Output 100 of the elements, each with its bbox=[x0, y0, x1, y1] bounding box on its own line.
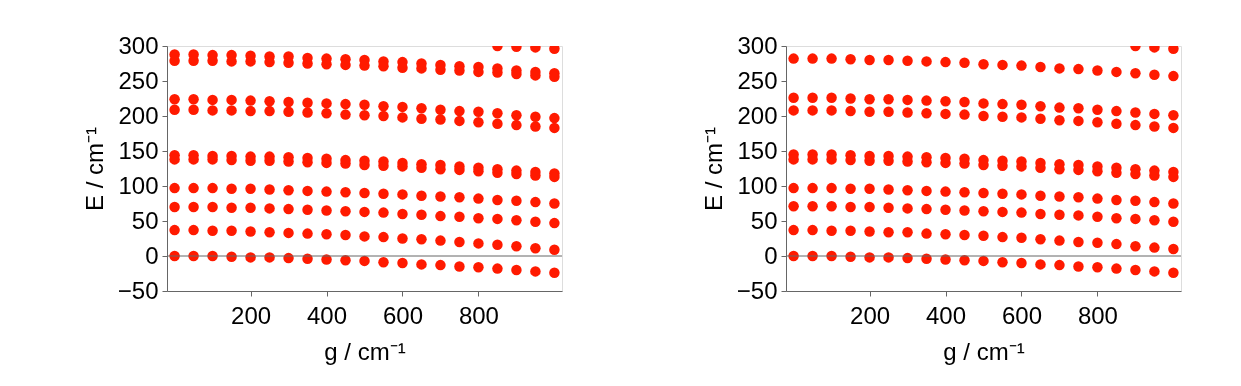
point bbox=[864, 54, 875, 66]
point bbox=[826, 201, 837, 212]
point bbox=[226, 183, 237, 195]
point bbox=[788, 201, 799, 212]
x-tick-label: 200 bbox=[231, 301, 272, 329]
point bbox=[1130, 107, 1141, 118]
point bbox=[1035, 233, 1046, 245]
point bbox=[1073, 210, 1084, 221]
point bbox=[788, 182, 799, 194]
point bbox=[807, 105, 818, 116]
point bbox=[435, 191, 446, 202]
point bbox=[1149, 215, 1160, 226]
point bbox=[997, 231, 1008, 243]
point bbox=[188, 93, 199, 105]
y-axis-title: E / cm⁻¹ bbox=[699, 127, 727, 211]
point bbox=[416, 103, 427, 114]
point bbox=[435, 235, 446, 246]
point bbox=[397, 257, 408, 269]
point bbox=[1016, 207, 1027, 218]
point bbox=[1073, 236, 1084, 248]
point bbox=[359, 99, 370, 111]
point bbox=[264, 226, 275, 238]
point bbox=[454, 115, 465, 127]
point bbox=[1054, 102, 1065, 113]
point bbox=[978, 58, 989, 70]
point bbox=[169, 182, 180, 194]
point bbox=[921, 185, 932, 197]
point bbox=[1130, 195, 1141, 206]
point bbox=[864, 226, 875, 237]
point bbox=[188, 201, 199, 213]
point bbox=[283, 106, 294, 118]
point bbox=[378, 110, 389, 122]
point bbox=[978, 230, 989, 241]
point bbox=[321, 98, 332, 109]
point bbox=[473, 193, 484, 204]
point bbox=[492, 239, 503, 251]
point bbox=[245, 183, 256, 195]
point bbox=[1016, 112, 1027, 123]
point bbox=[1054, 114, 1065, 126]
point bbox=[1092, 211, 1103, 223]
x-tick-label: 600 bbox=[382, 301, 423, 329]
point bbox=[264, 184, 275, 195]
point bbox=[416, 190, 427, 202]
point bbox=[359, 110, 370, 121]
point bbox=[359, 187, 370, 199]
x-axis-title: g / cm⁻¹ bbox=[324, 337, 406, 365]
point bbox=[1111, 212, 1122, 224]
point bbox=[1168, 198, 1179, 209]
point bbox=[530, 111, 541, 122]
point bbox=[359, 255, 370, 267]
point bbox=[454, 211, 465, 223]
x-tick-label: 800 bbox=[458, 301, 499, 329]
point bbox=[902, 94, 913, 106]
point bbox=[1035, 208, 1046, 220]
point bbox=[1168, 267, 1179, 279]
point bbox=[1035, 100, 1046, 112]
point bbox=[788, 224, 799, 236]
point bbox=[549, 244, 560, 255]
point bbox=[283, 227, 294, 239]
point bbox=[302, 228, 313, 239]
point bbox=[340, 109, 351, 120]
point bbox=[264, 203, 275, 214]
point bbox=[959, 229, 970, 241]
point bbox=[321, 229, 332, 240]
point bbox=[1016, 60, 1027, 71]
point bbox=[997, 59, 1008, 71]
y-tick-label: 200 bbox=[737, 101, 778, 129]
point bbox=[1016, 257, 1027, 269]
point bbox=[902, 226, 913, 238]
point bbox=[397, 112, 408, 123]
point bbox=[511, 110, 522, 121]
point bbox=[1092, 117, 1103, 128]
point bbox=[902, 184, 913, 196]
point bbox=[940, 96, 951, 107]
point bbox=[264, 105, 275, 117]
y-axis-title: E / cm⁻¹ bbox=[80, 127, 108, 211]
point bbox=[359, 231, 370, 242]
point bbox=[473, 238, 484, 249]
point bbox=[940, 56, 951, 68]
point bbox=[978, 187, 989, 199]
point bbox=[1016, 232, 1027, 244]
point bbox=[921, 107, 932, 119]
point bbox=[169, 201, 180, 213]
point bbox=[826, 182, 837, 194]
point bbox=[845, 93, 856, 104]
point bbox=[226, 225, 237, 237]
x-tick-label: 600 bbox=[1001, 301, 1042, 329]
point bbox=[864, 106, 875, 118]
point bbox=[283, 96, 294, 108]
point bbox=[921, 95, 932, 106]
point bbox=[473, 261, 484, 273]
point bbox=[883, 106, 894, 118]
point bbox=[959, 96, 970, 108]
point bbox=[1092, 104, 1103, 115]
point bbox=[1130, 68, 1141, 79]
x-tick-label: 400 bbox=[307, 301, 348, 329]
point bbox=[245, 202, 256, 213]
point bbox=[378, 257, 389, 268]
point bbox=[492, 118, 503, 129]
point bbox=[997, 257, 1008, 268]
